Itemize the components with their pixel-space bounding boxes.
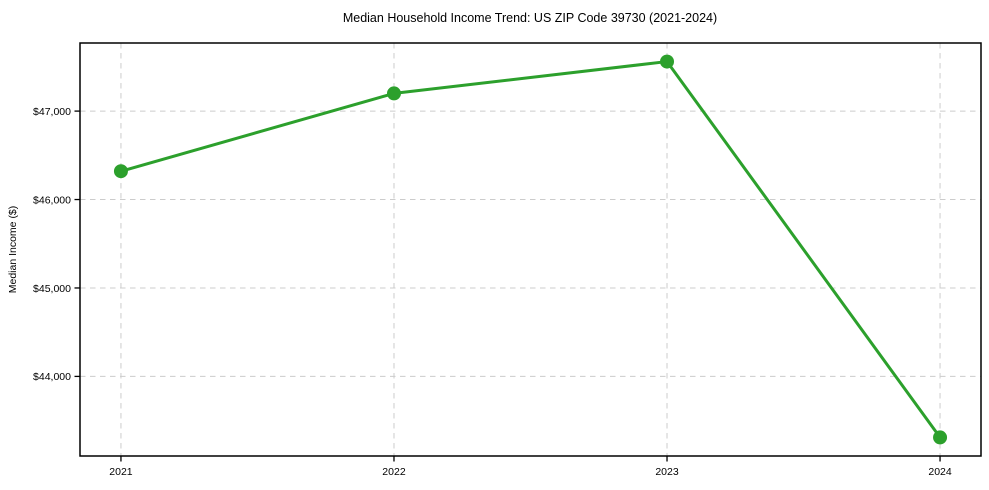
y-tick-label: $47,000 <box>33 106 71 118</box>
x-tick-label: 2021 <box>109 466 133 478</box>
plot-border <box>79 42 982 457</box>
chart-title: Median Household Income Trend: US ZIP Co… <box>343 11 717 25</box>
data-point-2024 <box>933 430 948 445</box>
series-layer <box>113 54 948 445</box>
data-point-2022 <box>386 86 401 101</box>
x-tick-label: 2024 <box>928 466 952 478</box>
data-point-2021 <box>113 164 128 179</box>
y-tick-label: $45,000 <box>33 283 71 295</box>
y-tick-label: $44,000 <box>33 371 71 383</box>
y-axis-label: Median Income ($) <box>7 206 19 294</box>
data-point-2023 <box>660 54 675 69</box>
y-tick-label: $46,000 <box>33 194 71 206</box>
axes-layer: 2021 2022 2023 2024 $44,000 $45,000 $46,000 $47… <box>33 42 982 478</box>
x-tick-label: 2022 <box>382 466 406 478</box>
x-tick-label: 2023 <box>655 466 679 478</box>
trend-line <box>119 60 942 439</box>
grid-layer <box>80 43 981 456</box>
